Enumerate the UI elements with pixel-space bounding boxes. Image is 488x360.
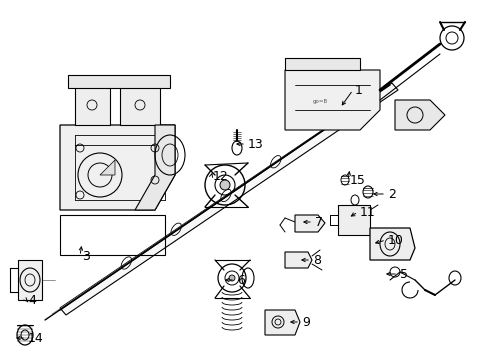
Text: 10: 10: [387, 234, 403, 247]
Text: 4: 4: [28, 293, 36, 306]
Polygon shape: [285, 58, 359, 70]
Polygon shape: [285, 252, 311, 268]
Text: go=B: go=B: [312, 99, 327, 104]
Text: 14: 14: [28, 332, 43, 345]
Text: 2: 2: [387, 188, 395, 201]
Text: 13: 13: [247, 138, 263, 150]
Text: 15: 15: [349, 174, 365, 186]
Text: 11: 11: [359, 206, 375, 219]
Text: 8: 8: [312, 253, 320, 266]
Polygon shape: [68, 75, 170, 88]
Polygon shape: [60, 125, 175, 210]
Ellipse shape: [228, 275, 235, 281]
Polygon shape: [135, 125, 175, 210]
Polygon shape: [394, 100, 444, 130]
Ellipse shape: [220, 180, 229, 190]
Polygon shape: [369, 228, 414, 260]
Text: 12: 12: [213, 171, 228, 184]
Polygon shape: [285, 70, 379, 130]
Text: 3: 3: [82, 249, 90, 262]
Polygon shape: [337, 205, 369, 235]
Polygon shape: [18, 260, 42, 300]
Text: 6: 6: [237, 274, 244, 287]
Text: 9: 9: [302, 315, 309, 328]
Polygon shape: [75, 80, 110, 125]
Polygon shape: [60, 83, 397, 315]
Polygon shape: [100, 160, 115, 175]
Polygon shape: [294, 215, 325, 232]
Text: 5: 5: [399, 267, 407, 280]
Polygon shape: [264, 310, 299, 335]
Text: 7: 7: [314, 216, 323, 229]
Polygon shape: [120, 80, 160, 125]
Text: 1: 1: [354, 84, 362, 96]
